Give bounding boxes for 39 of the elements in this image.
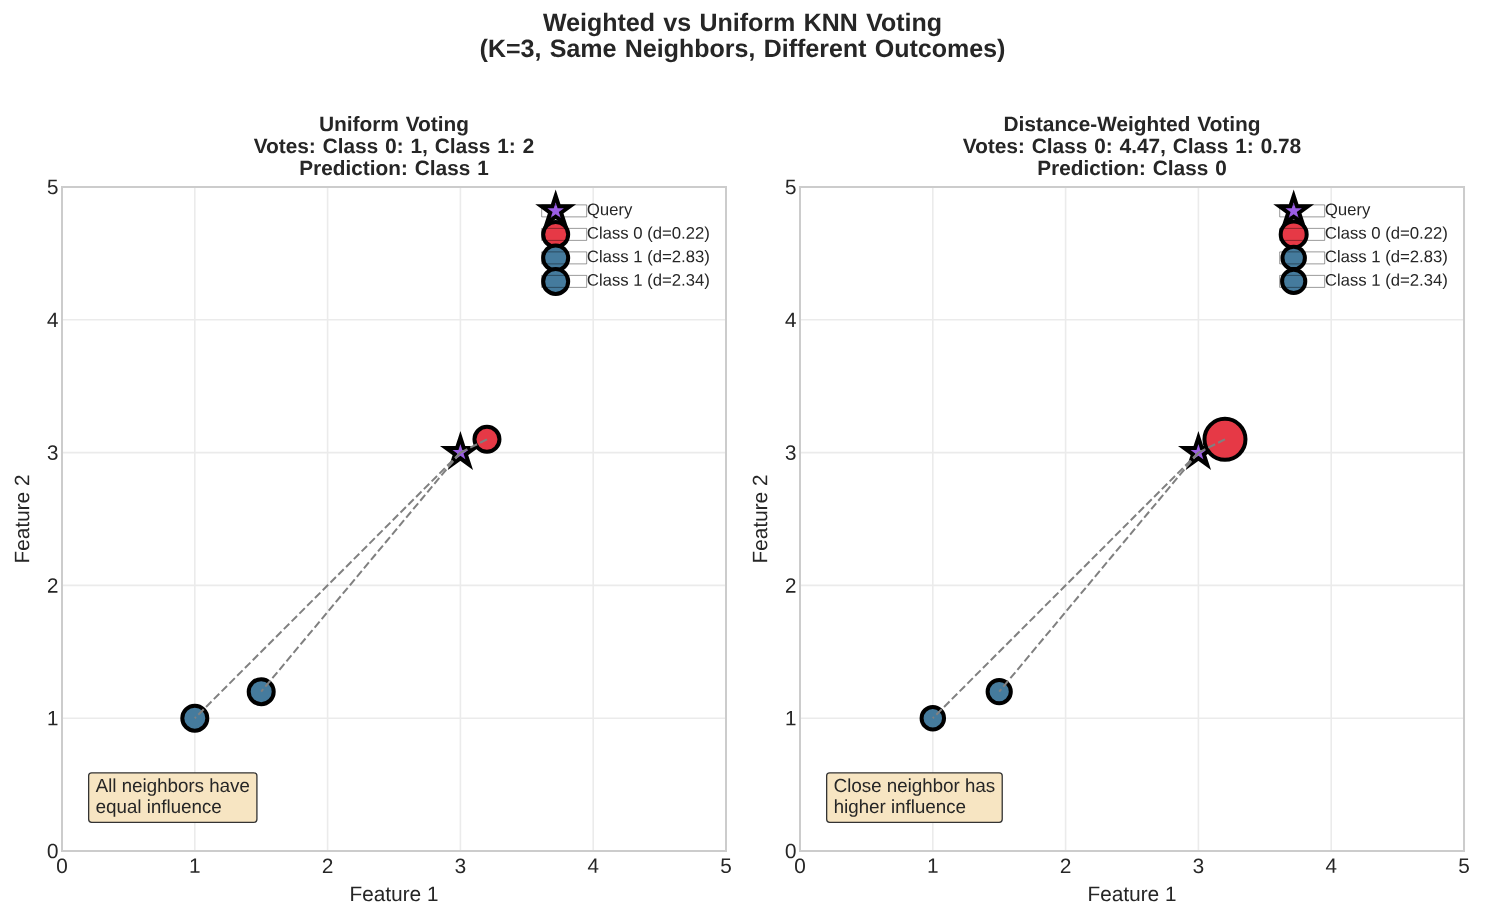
x-tick-label: 2 [322, 858, 333, 874]
y-tick-label: 5 [785, 179, 796, 195]
y-axis-title: Feature 2 [14, 475, 30, 562]
x-axis-title: Feature 1 [351, 886, 438, 902]
legend-label: Query [587, 203, 633, 219]
chart-subtitle: Distance-Weighted Voting Votes: Class 0: 4.47, Class 1: 0.78 Prediction: Class 0 [962, 116, 1301, 176]
chart-title: Weighted vs Uniform KNN Voting (K=3, Same Neighbors, Different Outcomes) [480, 12, 1005, 63]
x-tick-label: 3 [455, 858, 466, 874]
y-tick-label: 2 [785, 578, 796, 593]
x-tick-label: 4 [1325, 858, 1337, 873]
y-tick-label: 0 [47, 843, 58, 859]
annotation: All neighbors have equal influence [95, 778, 250, 817]
y-tick-label: 4 [47, 312, 58, 327]
x-tick-label: 5 [721, 858, 731, 874]
y-axis-title: Feature 2 [752, 475, 768, 562]
y-tick-label: 4 [785, 312, 796, 327]
legend-label: Query [1325, 203, 1371, 219]
legend-label: Class 0 (d=0.22) [1325, 226, 1447, 243]
x-tick-label: 2 [1060, 858, 1071, 874]
x-axis-title: Feature 1 [1089, 886, 1176, 902]
legend-label: Class 1 (d=2.34) [1325, 273, 1447, 290]
x-tick-label: 1 [928, 858, 938, 873]
legend-label: Class 1 (d=2.83) [1325, 250, 1447, 266]
legend-label: Class 1 (d=2.83) [587, 250, 709, 266]
y-tick-label: 5 [47, 179, 58, 195]
y-tick-label: 2 [47, 578, 58, 593]
annotation: Close neighbor has higher influence [834, 778, 995, 817]
y-tick-label: 3 [47, 445, 58, 460]
y-tick-label: 1 [48, 711, 58, 726]
legend-label: Class 0 (d=0.22) [587, 226, 709, 243]
x-tick-label: 1 [190, 858, 200, 873]
x-tick-label: 4 [587, 858, 599, 873]
x-tick-label: 5 [1459, 858, 1469, 874]
y-tick-label: 3 [785, 445, 796, 460]
y-tick-label: 0 [785, 843, 796, 859]
chart-subtitle: Uniform Voting Votes: Class 0: 1, Class 1: 2 Prediction: Class 1 [253, 116, 534, 176]
x-tick-label: 3 [1193, 858, 1204, 874]
y-tick-label: 1 [786, 711, 796, 726]
legend-label: Class 1 (d=2.34) [587, 273, 709, 290]
